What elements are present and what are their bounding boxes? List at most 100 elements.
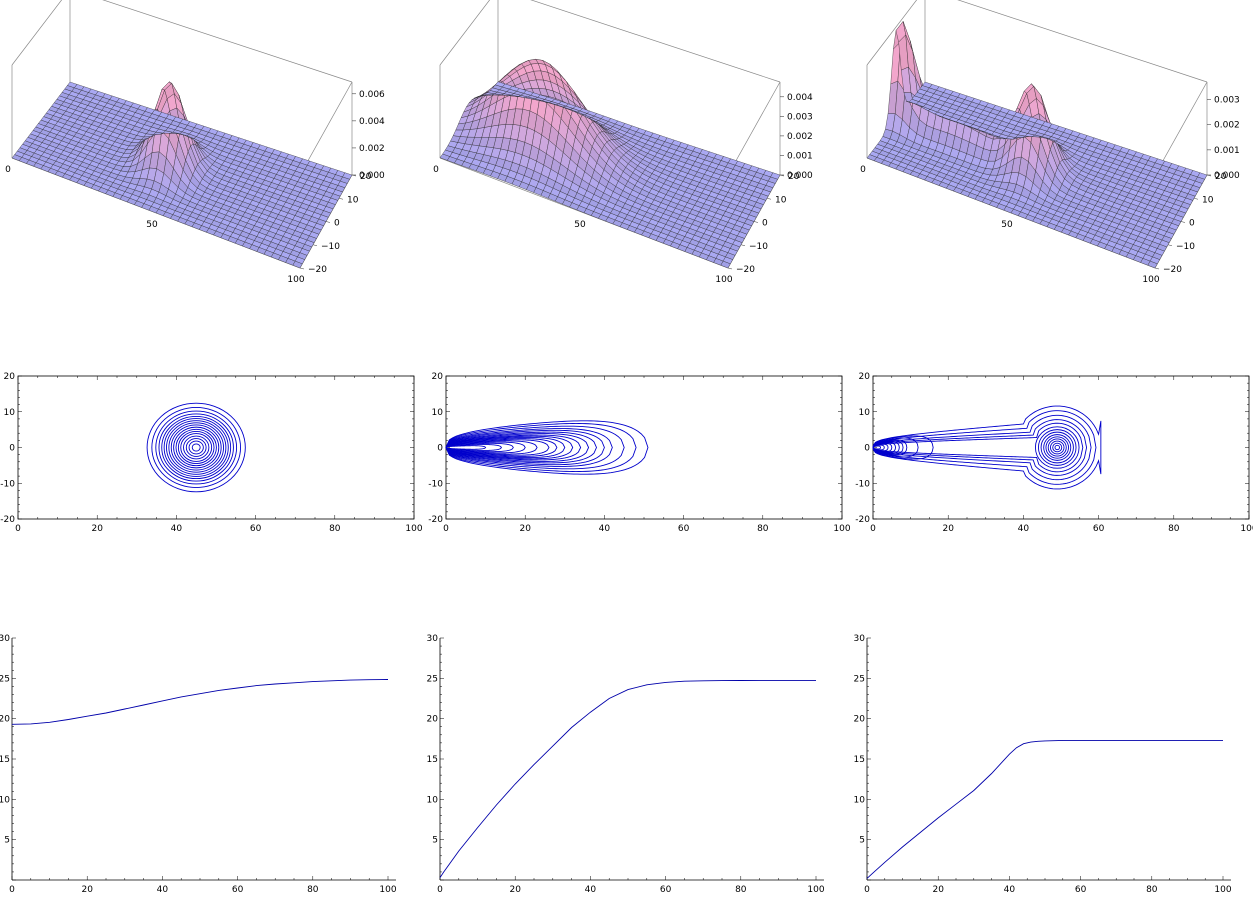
y-tick-label: 10	[1202, 195, 1214, 205]
contour-line	[445, 433, 590, 462]
contour-line	[872, 419, 1088, 476]
y-tick-label: −10	[1176, 242, 1195, 252]
z-tick-label: 0.002	[787, 132, 813, 142]
y-tick-label: 20	[4, 372, 16, 382]
y-tick-label: 5	[859, 836, 865, 846]
x-tick-label: 20	[942, 524, 954, 534]
y-tick-label: −20	[736, 265, 755, 275]
x-tick-label: 40	[157, 885, 169, 895]
x-tick-label: 0	[9, 885, 15, 895]
y-tick-label: 5	[4, 836, 10, 846]
box-edge-top-left	[11, 0, 63, 66]
contour-lines	[445, 420, 649, 475]
x-tick-label: 20	[932, 885, 944, 895]
y-tick-label: 15	[427, 755, 438, 765]
box-edge-top-back	[102, 0, 353, 83]
y-tick-label: 20	[427, 715, 439, 725]
y-tick	[1180, 221, 1186, 223]
contour-line	[445, 444, 503, 451]
x-tick-label: 100	[287, 275, 304, 285]
contour-line	[1045, 436, 1069, 459]
y-tick-label: 20	[1215, 172, 1227, 182]
y-tick-label: 5	[432, 836, 438, 846]
y-tick-label: -20	[855, 515, 870, 525]
contour-line	[177, 430, 215, 465]
y-tick	[312, 244, 318, 247]
x-tick-label: 40	[1004, 885, 1016, 895]
z-tick-label: 0.004	[787, 93, 813, 103]
contour-plot-2: 0 20 40 60 80 100 -20 -10 0 10 20	[428, 372, 851, 534]
y-tick	[299, 267, 305, 270]
x-tick-label: 100	[1214, 885, 1231, 895]
x-tick-label: 0	[860, 165, 866, 175]
y-tick	[1193, 197, 1199, 200]
x-tick-label: 100	[379, 885, 396, 895]
series-line	[11, 679, 389, 725]
x-tick-label: 50	[574, 220, 586, 230]
contour-line	[1037, 429, 1077, 466]
y-tick-label: 20	[854, 715, 866, 725]
surface-mesh	[866, 20, 1208, 269]
y-tick-label: 25	[854, 674, 865, 684]
contour-line	[1040, 431, 1074, 464]
contour-line	[163, 418, 229, 477]
y-tick-label: 25	[427, 674, 438, 684]
surface-plot-2: 05010020100−10−200.0000.0010.0020.0030.0…	[433, 0, 813, 285]
y-tick-label: 0	[762, 219, 768, 229]
x-tick-label: 50	[1001, 220, 1013, 230]
contour-line	[146, 402, 246, 493]
z-tick-label: 0.006	[359, 90, 385, 100]
y-tick	[753, 221, 759, 223]
x-tick-label: 40	[599, 524, 611, 534]
x-tick-label: 0	[443, 524, 449, 534]
x-tick-label: 80	[1168, 524, 1180, 534]
x-tick-label: 40	[1018, 524, 1030, 534]
z-tick-label: 0.001	[787, 151, 813, 161]
y-tick	[727, 267, 733, 270]
x-tick-label: 0	[433, 165, 439, 175]
contour-line	[445, 440, 538, 455]
line-plot-3: 0 20 40 60 80 100 5 10 15 20 25 30	[854, 634, 1232, 895]
x-tick-label: 20	[81, 885, 93, 895]
contour-line	[191, 443, 201, 452]
z-tick-label: 0.002	[359, 144, 385, 154]
contour-line	[872, 444, 885, 451]
contour-line	[161, 415, 232, 480]
x-tick-label: 80	[757, 524, 769, 534]
z-tick-label: 0.002	[1214, 121, 1240, 131]
y-tick-label: −10	[749, 242, 768, 252]
y-tick-label: 15	[0, 755, 10, 765]
line-plot-1: 0 20 40 60 80 100 5 10 15 20 25 30	[0, 634, 397, 895]
y-tick-label: 0	[9, 444, 15, 454]
y-tick-label: 10	[347, 195, 359, 205]
contour-line	[872, 410, 1097, 485]
contour-line	[872, 414, 1092, 481]
y-tick	[1154, 267, 1160, 270]
contour-line	[445, 436, 566, 459]
surface-cell	[342, 172, 353, 180]
contour-line	[445, 438, 558, 457]
y-tick	[338, 197, 344, 200]
contour-line	[872, 445, 881, 450]
y-tick-label: -20	[428, 515, 443, 525]
y-tick-label: 25	[0, 674, 10, 684]
x-tick-label: 100	[807, 885, 824, 895]
x-tick-label: 0	[437, 885, 443, 895]
series-line	[866, 739, 1223, 879]
z-tick-label: 0.003	[1214, 96, 1240, 106]
surface-cell	[1197, 172, 1208, 180]
x-tick-label: 100	[715, 275, 732, 285]
contour-plot-1: 0 20 40 60 80 100 -20 -10 0 10 20	[0, 372, 423, 534]
contour-line	[183, 435, 210, 460]
y-tick-label: 0	[1189, 219, 1195, 229]
box-edge-top-back	[957, 0, 1208, 83]
x-tick-label: 80	[307, 885, 319, 895]
y-tick-label: -20	[0, 515, 15, 525]
contour-line	[1054, 444, 1060, 451]
contour-line	[155, 410, 238, 485]
y-tick-label: 10	[427, 795, 439, 805]
contour-line	[1052, 442, 1063, 453]
contour-line	[168, 422, 224, 473]
